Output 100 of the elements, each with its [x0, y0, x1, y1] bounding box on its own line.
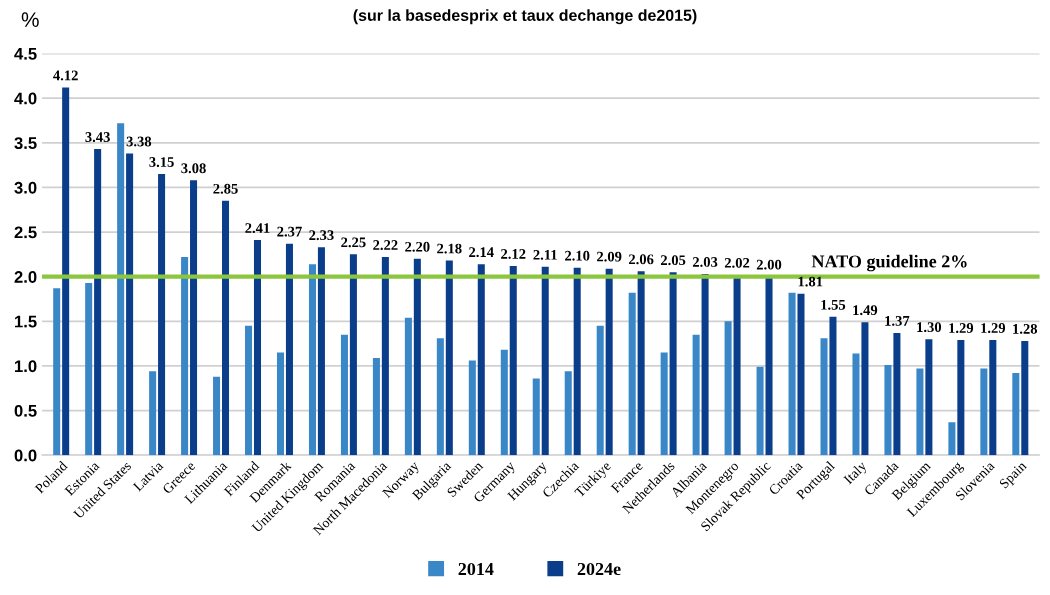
- bar: [53, 288, 61, 456]
- bar: [797, 293, 805, 456]
- bar: [893, 332, 901, 456]
- bar: [509, 265, 517, 456]
- y-tick-label: 3.0: [14, 181, 37, 194]
- data-label: 1.81: [798, 276, 823, 287]
- bar: [126, 153, 134, 456]
- data-label: 2.20: [405, 241, 430, 252]
- data-label: 1.29: [949, 323, 974, 333]
- data-label: 2.12: [501, 249, 526, 259]
- chart-title: (sur la basedesprix et taux dechange de2015): [353, 9, 697, 25]
- legend-label: 2014: [458, 562, 494, 576]
- bar: [1012, 373, 1020, 456]
- bar: [213, 376, 221, 456]
- y-axis-title: %: [21, 12, 39, 27]
- bar: [372, 357, 380, 456]
- bar: [340, 334, 348, 456]
- y-tick-label: 2.5: [14, 226, 37, 239]
- bar: [989, 340, 997, 456]
- bar: [564, 371, 572, 456]
- y-tick-label: 2.0: [14, 271, 37, 283]
- bar: [117, 123, 125, 456]
- bar: [852, 353, 860, 456]
- legend-label: 2024e: [577, 562, 621, 576]
- bar: [701, 274, 709, 456]
- bar: [468, 360, 476, 456]
- y-tick-label: 0.0: [14, 449, 37, 462]
- bar: [765, 276, 773, 456]
- bar: [541, 266, 549, 456]
- ref-line-label: NATO guideline 2%: [811, 254, 967, 272]
- bar: [925, 339, 933, 456]
- data-label: 1.55: [821, 299, 846, 310]
- data-label: 2.09: [597, 251, 622, 262]
- bar: [948, 422, 956, 456]
- bar: [596, 325, 604, 456]
- bar: [413, 258, 421, 456]
- data-label: 2.06: [628, 254, 654, 265]
- bar: [957, 340, 965, 456]
- bar: [829, 316, 837, 456]
- bar: [573, 267, 581, 456]
- bar: [62, 87, 70, 456]
- data-label: 2.10: [565, 250, 590, 261]
- y-tick-label: 4.5: [14, 48, 37, 60]
- bar: [756, 366, 764, 456]
- bar: [788, 292, 796, 456]
- bar: [1021, 340, 1029, 456]
- data-label: 2.00: [756, 259, 782, 270]
- bar: [308, 264, 316, 456]
- bar: [532, 378, 540, 456]
- data-label: 1.37: [885, 315, 910, 326]
- bar: [637, 271, 645, 456]
- bar: [477, 264, 485, 456]
- bar: [404, 317, 412, 456]
- bar: [85, 282, 93, 456]
- bar: [436, 338, 444, 456]
- y-tick-label: 3.5: [14, 137, 37, 150]
- bar: [253, 240, 261, 456]
- bar: [285, 243, 293, 456]
- data-label: 2.18: [437, 243, 462, 254]
- y-tick-label: 1.0: [15, 360, 37, 373]
- data-label: 2.37: [277, 226, 302, 237]
- data-label: 2.11: [533, 249, 557, 260]
- bar: [245, 325, 253, 456]
- data-label: 3.15: [149, 157, 174, 167]
- bar: [181, 257, 189, 456]
- bar: [158, 174, 166, 456]
- data-label: 2.85: [213, 183, 238, 194]
- y-tick-label: 1.5: [15, 315, 37, 328]
- data-label: 3.08: [181, 163, 206, 174]
- bar: [276, 352, 285, 456]
- bar: [445, 260, 453, 456]
- bar: [190, 180, 198, 456]
- bar: [861, 322, 869, 456]
- bar: [149, 371, 157, 456]
- bar: [500, 349, 508, 456]
- bar: [916, 368, 924, 456]
- bar: [349, 254, 357, 456]
- bar: [660, 352, 668, 456]
- bar: [980, 368, 988, 456]
- data-label: 2.03: [692, 257, 718, 267]
- data-label: 2.02: [724, 257, 750, 268]
- data-label: 2.22: [373, 240, 398, 250]
- bar: [628, 292, 636, 456]
- bar: [669, 272, 677, 456]
- bar: [94, 149, 102, 456]
- data-label: 3.43: [85, 132, 110, 142]
- bar: [724, 321, 732, 456]
- data-label: 1.49: [853, 305, 878, 316]
- bar: [692, 334, 700, 456]
- data-label: 1.30: [917, 322, 942, 333]
- bar: [884, 365, 892, 456]
- bar: [605, 268, 613, 456]
- data-label: 2.14: [469, 247, 494, 258]
- data-label: 4.12: [53, 70, 78, 81]
- data-label: 1.28: [1013, 323, 1038, 334]
- data-label: 2.05: [660, 255, 686, 266]
- bar: [317, 247, 325, 456]
- data-label: 2.41: [245, 223, 270, 234]
- data-label: 3.38: [126, 136, 152, 147]
- y-tick-label: 0.5: [14, 404, 37, 417]
